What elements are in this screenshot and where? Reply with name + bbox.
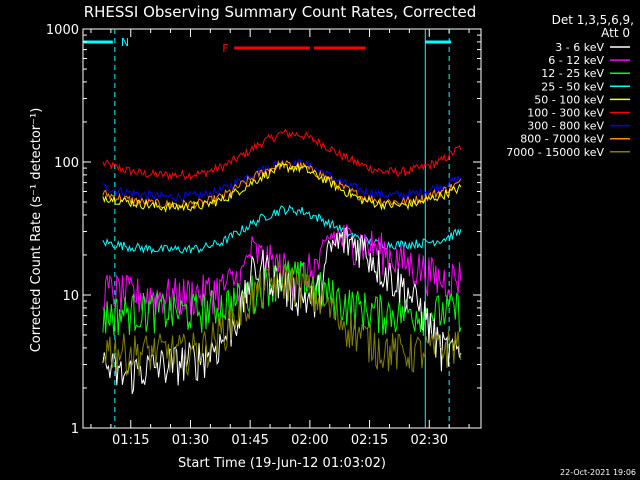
flare-marker-label: F: [222, 42, 228, 55]
x-tick-label: 01:45: [231, 433, 268, 448]
series-line-0: [102, 128, 462, 181]
legend-entry-label: 100 - 300 keV: [527, 107, 604, 120]
series-line-8: [102, 261, 462, 377]
y-tick-label: 1: [71, 422, 79, 437]
x-tick-label: 01:15: [112, 433, 149, 448]
legend-entry-label: 12 - 25 keV: [541, 67, 604, 80]
legend-entry-label: 800 - 7000 keV: [520, 133, 604, 146]
x-tick-label: 02:00: [291, 433, 328, 448]
y-ticks: 1 10 100 1000: [46, 23, 481, 437]
legend-header-line-2: Att 0: [601, 26, 630, 40]
legend-entry-label: 300 - 800 keV: [527, 120, 604, 133]
series-line-7: [102, 226, 462, 394]
legend-entry-label: 50 - 100 keV: [534, 93, 604, 106]
legend-entry-label: 25 - 50 keV: [541, 80, 604, 93]
y-tick-label: 100: [54, 156, 79, 171]
y-axis-label: Corrected Count Rate (s⁻¹ detector⁻¹): [29, 108, 44, 353]
legend-entry-label: 7000 - 15000 keV: [506, 146, 604, 159]
series-line-4: [102, 204, 462, 255]
x-tick-label: 02:15: [351, 433, 388, 448]
plot-frame: [82, 28, 482, 429]
legend-entry-label: 6 - 12 keV: [548, 54, 604, 67]
footer-timestamp: 22-Oct-2021 19:06: [560, 468, 636, 477]
chart-title: RHESSI Observing Summary Count Rates, Co…: [84, 3, 477, 21]
x-ticks: 01:15 01:30 01:45 02:00 02:15 02:30: [90, 29, 470, 448]
series-line-3: [102, 162, 462, 214]
night-marker-label: N: [121, 36, 129, 49]
x-axis-label: Start Time (19-Jun-12 01:03:02): [178, 456, 386, 471]
x-tick-label: 02:30: [411, 433, 448, 448]
legend-entry-label: 3 - 6 keV: [555, 41, 604, 54]
series-layer: [102, 128, 462, 394]
x-tick-label: 01:30: [172, 433, 209, 448]
y-tick-label: 10: [62, 289, 79, 304]
legend-header-line-1: Det 1,3,5,6,9,: [552, 13, 634, 27]
y-tick-label: 1000: [46, 23, 79, 38]
